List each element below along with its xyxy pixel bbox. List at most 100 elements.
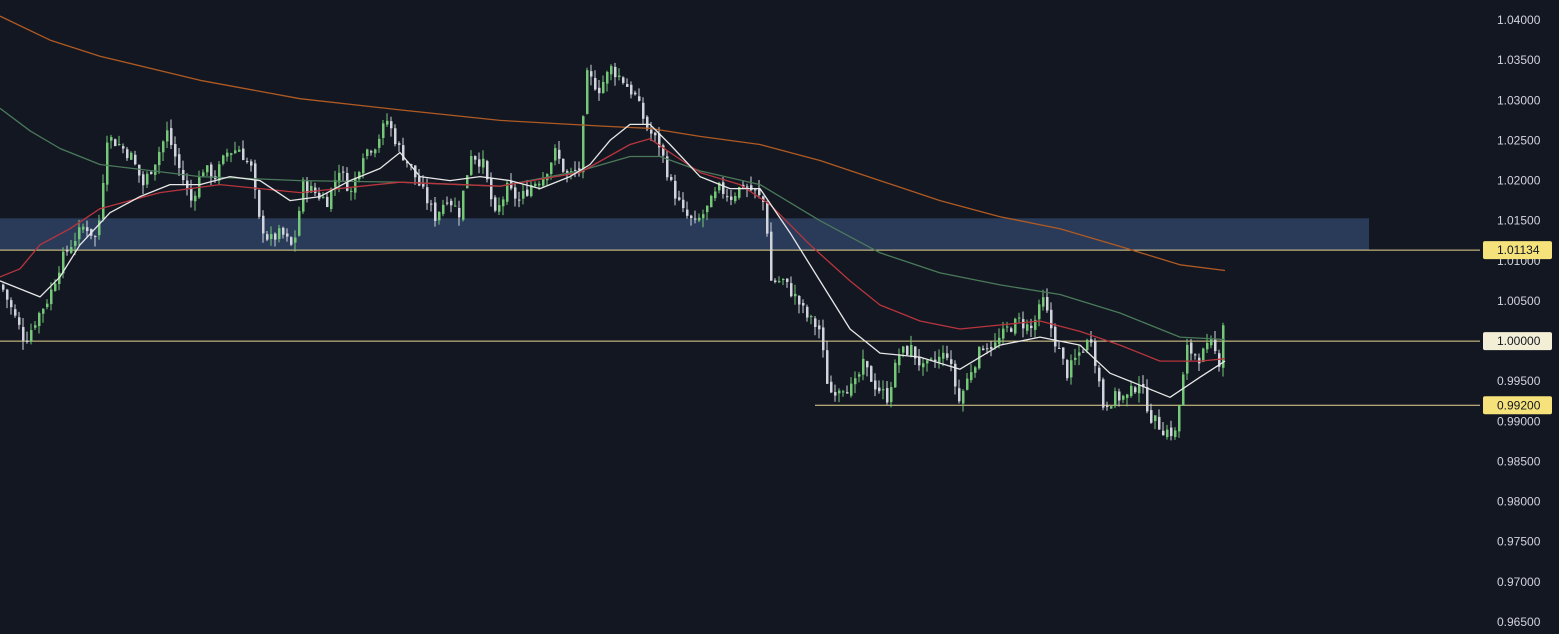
candle-body — [602, 81, 605, 93]
candle-body — [42, 308, 45, 314]
candle-body — [690, 215, 693, 219]
candle — [326, 192, 329, 208]
candle — [594, 70, 597, 91]
candle — [366, 148, 369, 160]
candle-body — [98, 220, 101, 236]
candle — [458, 200, 461, 226]
candle-body — [686, 209, 689, 216]
candle-body — [426, 187, 429, 204]
candle-body — [466, 175, 469, 189]
candle — [630, 81, 633, 99]
candle — [118, 135, 121, 146]
candle-body — [830, 381, 833, 393]
candle — [1158, 409, 1161, 431]
candle — [1162, 421, 1165, 436]
candle-body — [610, 66, 613, 75]
candle-body — [190, 188, 193, 201]
moving-average-line-1 — [0, 107, 1226, 341]
candle — [878, 380, 881, 394]
candle-body — [454, 205, 457, 207]
candle-body — [218, 164, 221, 181]
candle-body — [902, 346, 905, 353]
candle-body — [674, 180, 677, 199]
candle-body — [1138, 385, 1141, 394]
candle-body — [306, 180, 309, 194]
candle — [22, 317, 25, 350]
candle-body — [1186, 344, 1189, 374]
candle — [318, 187, 321, 201]
candle — [126, 147, 129, 161]
candle-body — [806, 306, 809, 318]
candle-body — [706, 205, 709, 213]
candle-body — [234, 150, 237, 154]
candle-body — [1058, 347, 1061, 349]
candle-body — [670, 176, 673, 180]
candle-body — [1098, 367, 1101, 382]
candle-body — [650, 129, 653, 134]
candle-body — [1214, 339, 1217, 352]
candle-body — [822, 327, 825, 351]
candle-body — [890, 387, 893, 403]
candle-body — [958, 388, 961, 402]
candle-body — [1022, 319, 1025, 329]
candle-body — [154, 164, 157, 175]
candle — [1058, 341, 1061, 349]
candle-body — [310, 185, 313, 193]
y-tick-label: 0.98500 — [1497, 454, 1541, 468]
candle-body — [906, 346, 909, 355]
candle — [34, 320, 37, 330]
candle-body — [1026, 324, 1029, 331]
candle-body — [1166, 429, 1169, 438]
candle — [294, 230, 297, 252]
candle — [526, 180, 529, 197]
candle — [206, 164, 209, 177]
candle — [794, 284, 797, 305]
candle-body — [162, 141, 165, 153]
candle-body — [554, 148, 557, 161]
candle — [246, 157, 249, 164]
candle — [442, 199, 445, 217]
candle-body — [866, 361, 869, 368]
candle-body — [282, 227, 285, 235]
candle — [818, 319, 821, 339]
candle — [202, 169, 205, 178]
candle — [70, 239, 73, 255]
candle-body — [970, 372, 973, 381]
candle-body — [646, 116, 649, 130]
candle — [1010, 326, 1013, 333]
candle — [1014, 317, 1017, 336]
candle — [1146, 379, 1149, 414]
candle-body — [1030, 325, 1033, 329]
candle-body — [446, 202, 449, 204]
price-tag-box — [1483, 332, 1552, 351]
candle-body — [702, 214, 705, 219]
candle-body — [274, 233, 277, 240]
candle-body — [718, 182, 721, 191]
candle — [1082, 349, 1085, 353]
candle — [1062, 347, 1065, 365]
candle-body — [14, 309, 17, 316]
candle-body — [1178, 405, 1181, 432]
candle-body — [278, 228, 281, 240]
candle — [14, 304, 17, 318]
candle-body — [634, 92, 637, 95]
candle — [78, 220, 81, 246]
candle-body — [290, 237, 293, 245]
candle — [334, 170, 337, 196]
candle — [830, 375, 833, 394]
candle-body — [802, 302, 805, 306]
candle — [906, 345, 909, 356]
candle-body — [790, 283, 793, 297]
candle-body — [110, 137, 113, 141]
candle — [1174, 427, 1177, 440]
candle — [934, 351, 937, 368]
candle — [1102, 377, 1105, 411]
candle-body — [814, 318, 817, 327]
candle-body — [1094, 341, 1097, 366]
candle-body — [410, 164, 413, 166]
candle — [678, 190, 681, 202]
candle — [454, 197, 457, 207]
candle-body — [654, 132, 657, 136]
candle-body — [622, 77, 625, 83]
